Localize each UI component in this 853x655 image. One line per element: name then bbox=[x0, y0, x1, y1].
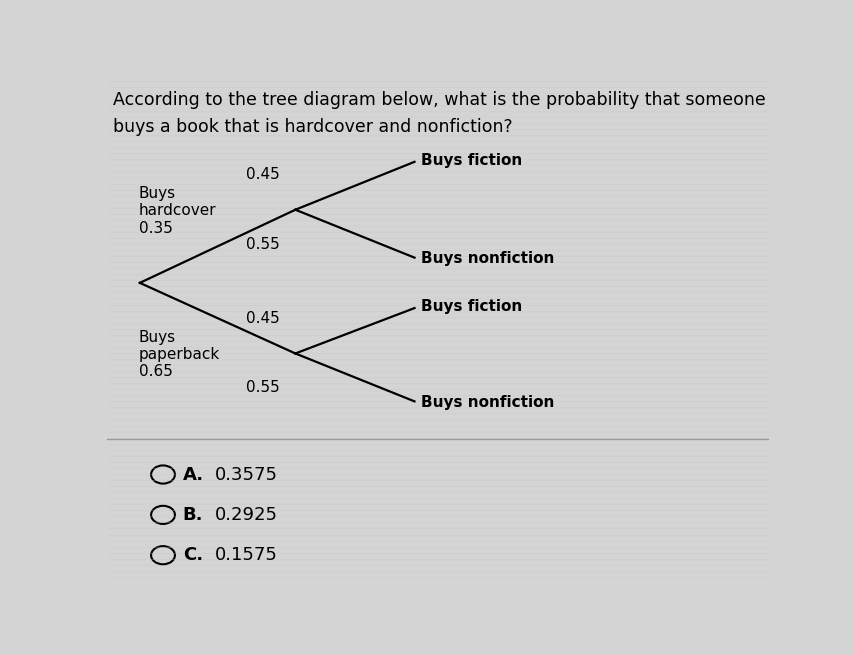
Text: 0.3575: 0.3575 bbox=[214, 466, 277, 483]
Text: Buys fiction: Buys fiction bbox=[421, 153, 522, 168]
Text: 0.55: 0.55 bbox=[246, 236, 279, 252]
Text: 0.45: 0.45 bbox=[246, 167, 279, 182]
Text: 0.2925: 0.2925 bbox=[214, 506, 277, 524]
Text: According to the tree diagram below, what is the probability that someone: According to the tree diagram below, wha… bbox=[113, 91, 765, 109]
Text: Buys nonfiction: Buys nonfiction bbox=[421, 251, 554, 266]
Text: 0.1575: 0.1575 bbox=[214, 546, 277, 564]
Text: A.: A. bbox=[183, 466, 204, 483]
Text: B.: B. bbox=[183, 506, 203, 524]
Text: Buys fiction: Buys fiction bbox=[421, 299, 522, 314]
Text: C.: C. bbox=[183, 546, 203, 564]
Text: Buys
hardcover
0.35: Buys hardcover 0.35 bbox=[138, 186, 216, 236]
Text: 0.55: 0.55 bbox=[246, 380, 279, 395]
Text: 0.45: 0.45 bbox=[246, 311, 279, 326]
Text: buys a book that is hardcover and nonfiction?: buys a book that is hardcover and nonfic… bbox=[113, 118, 513, 136]
Text: Buys nonfiction: Buys nonfiction bbox=[421, 395, 554, 410]
Text: Buys
paperback
0.65: Buys paperback 0.65 bbox=[138, 329, 219, 379]
